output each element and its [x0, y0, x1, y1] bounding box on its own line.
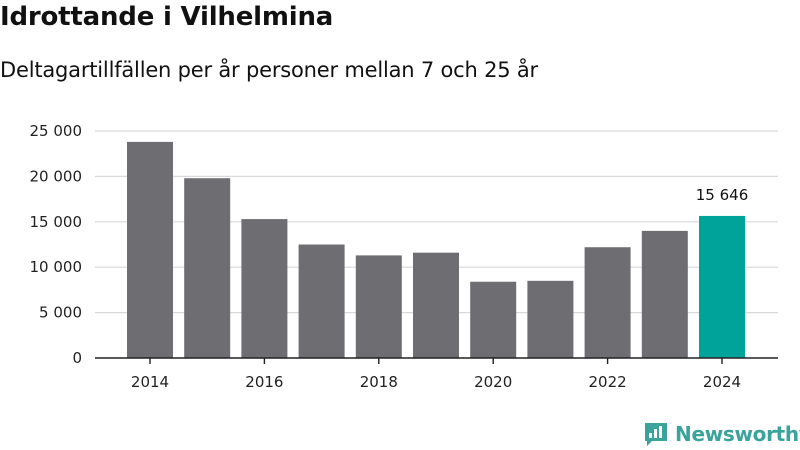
x-tick-label: 2022	[589, 373, 627, 391]
bar-2016	[241, 219, 287, 358]
bar-2023	[642, 231, 688, 358]
x-tick-label: 2018	[360, 373, 398, 391]
bar-2022	[585, 247, 631, 358]
x-tick-label: 2024	[703, 373, 741, 391]
bar-2019	[413, 253, 459, 358]
x-tick-label: 2020	[474, 373, 512, 391]
bar-2021	[527, 281, 573, 358]
x-tick-label: 2016	[245, 373, 283, 391]
newsworthy-logo: Newsworthy	[643, 420, 800, 448]
y-tick-label: 25 000	[30, 122, 83, 140]
x-tick-label: 2014	[131, 373, 169, 391]
bar-2014	[127, 142, 173, 358]
y-tick-label: 10 000	[30, 258, 83, 276]
bar-2018	[356, 255, 402, 358]
bar-chart: 0 5 000 10 000 15 000 20 000 25 000 2014 2016 20…	[0, 0, 800, 450]
y-tick-label: 0	[72, 349, 82, 367]
y-tick-label: 20 000	[30, 167, 83, 185]
bar-2020	[470, 282, 516, 358]
newsworthy-logo-icon	[643, 421, 669, 447]
data-label-2024: 15 646	[696, 186, 749, 204]
y-tick-label: 15 000	[30, 213, 83, 231]
bar-2015	[184, 178, 230, 358]
newsworthy-logo-text: Newsworthy	[675, 422, 800, 446]
bar-2017	[299, 245, 345, 359]
bar-2024	[699, 216, 745, 358]
y-tick-label: 5 000	[39, 304, 82, 322]
